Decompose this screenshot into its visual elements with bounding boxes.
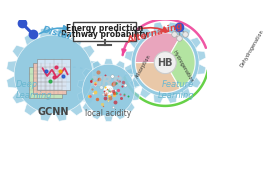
FancyBboxPatch shape [37,59,70,90]
Text: Feature
Learning: Feature Learning [158,81,194,100]
Circle shape [14,35,93,114]
Text: GCNN: GCNN [38,107,69,117]
Wedge shape [135,33,180,63]
Polygon shape [7,28,100,121]
Text: Distal: Distal [41,25,72,42]
Text: Adsorption: Adsorption [134,54,152,79]
Wedge shape [135,63,180,93]
Circle shape [104,85,113,95]
Circle shape [159,57,171,69]
Circle shape [154,52,176,74]
FancyBboxPatch shape [29,67,62,98]
Text: NRR: NRR [90,75,123,89]
Text: local acidity: local acidity [85,109,132,118]
Circle shape [83,64,135,116]
FancyBboxPatch shape [33,63,66,94]
Polygon shape [77,59,140,122]
Text: Pathway probability: Pathway probability [61,30,148,39]
FancyBboxPatch shape [73,22,136,41]
Text: Dehydrogenation: Dehydrogenation [239,29,263,68]
Text: Energy prediction: Energy prediction [66,23,143,33]
Circle shape [132,29,199,96]
Polygon shape [125,22,206,103]
Circle shape [47,67,60,81]
Text: HB: HB [158,58,173,68]
Wedge shape [165,37,195,88]
Text: Alternating: Alternating [126,22,184,45]
Text: Hydrogenation: Hydrogenation [171,50,194,84]
Text: Deep
Learning: Deep Learning [16,81,52,100]
